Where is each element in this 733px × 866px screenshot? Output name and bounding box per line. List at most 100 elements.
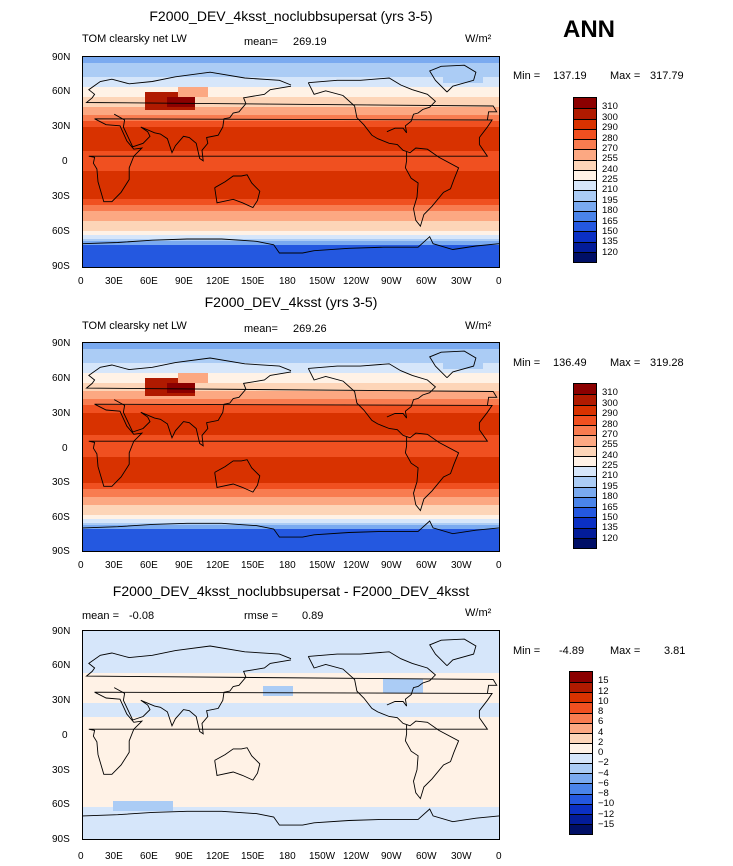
map-band	[83, 147, 499, 150]
coastline	[83, 235, 499, 254]
map-band	[83, 817, 499, 820]
map-band	[83, 465, 499, 468]
colorbar-swatch	[574, 241, 596, 253]
coastline	[85, 71, 498, 121]
panel-2-variable-label: TOM clearsky net LW	[82, 320, 187, 332]
map-band	[83, 407, 499, 410]
panel-2-lat-tick: 30N	[52, 408, 71, 419]
map-band	[83, 231, 499, 234]
map-band	[83, 651, 499, 654]
map-band	[83, 361, 499, 364]
map-band	[83, 417, 499, 420]
colorbar-swatch	[574, 200, 596, 212]
map-band	[83, 165, 499, 168]
map-band	[83, 505, 499, 508]
map-band	[83, 461, 499, 464]
map-band	[83, 347, 499, 350]
map-band	[83, 671, 499, 674]
panel-1-map-svg	[83, 57, 499, 267]
colorbar-swatch	[570, 692, 592, 703]
panel-2-map-svg	[83, 343, 499, 551]
colorbar-swatch	[574, 537, 596, 548]
colorbar-level-label: 225	[602, 460, 618, 471]
colorbar-swatch	[574, 210, 596, 222]
map-band	[83, 773, 499, 776]
colorbar-level-label: −15	[598, 818, 615, 830]
map-band	[83, 715, 499, 718]
map-band	[83, 209, 499, 212]
panel-1-max-value: 317.79	[650, 70, 684, 82]
colorbar-level-label: 120	[602, 532, 618, 544]
panel-3-mean-value: -0.08	[129, 610, 155, 622]
colorbar-swatch	[570, 793, 592, 805]
map-band	[83, 193, 499, 196]
map-band	[83, 663, 499, 666]
colorbar-level-label: 135	[602, 522, 618, 534]
map-band	[83, 149, 499, 152]
colorbar-level-label: 290	[602, 408, 618, 420]
colorbar-level-label: 255	[602, 153, 618, 165]
panel-3-lon-tick: 150E	[241, 851, 265, 862]
panel-2-lat-tick: 90N	[52, 338, 71, 349]
map-band	[83, 233, 499, 236]
panel-3-max-label: Max =	[610, 645, 641, 657]
panel-3-mean-label: mean =	[82, 610, 119, 622]
panel-3-lat-tick: 0	[62, 730, 68, 741]
map-band	[83, 431, 499, 434]
map-band	[83, 169, 499, 172]
map-band	[83, 207, 499, 210]
map-patch	[83, 245, 499, 267]
map-band	[83, 683, 499, 686]
map-band	[83, 769, 499, 772]
map-band	[83, 199, 499, 202]
map-band	[83, 187, 499, 190]
map-patch	[178, 87, 208, 97]
panel-1-lon-tick: 120E	[206, 276, 230, 287]
map-band	[83, 517, 499, 520]
colorbar-level-label: 310	[602, 101, 618, 113]
colorbar-swatch	[574, 425, 596, 436]
panel-1-lat-tick: 30N	[52, 121, 71, 132]
panel-2-min-value: 136.49	[553, 357, 587, 369]
panel-2-min-label: Min =	[513, 357, 541, 369]
map-band	[83, 511, 499, 514]
map-band	[83, 133, 499, 136]
colorbar-swatch	[570, 763, 592, 774]
colorbar-level-label: 165	[602, 501, 618, 513]
map-band	[83, 401, 499, 404]
map-band	[83, 477, 499, 480]
panel-2-colorbar-labels: 310 300 290 280 270 255 240 225 210 195 180 165 150 1…	[602, 383, 642, 549]
map-band	[83, 111, 499, 114]
coastline	[404, 432, 460, 512]
map-band	[83, 491, 499, 494]
colorbar-swatch	[574, 445, 596, 457]
map-band	[83, 409, 499, 412]
map-band	[83, 829, 499, 832]
colorbar-level-label: 180	[602, 491, 618, 503]
panel-1-lon-tick: 60E	[140, 276, 158, 287]
map-band	[83, 809, 499, 812]
colorbar-level-label: 255	[602, 439, 618, 451]
map-band	[83, 513, 499, 516]
map-band	[83, 721, 499, 724]
colorbar-swatch	[570, 682, 592, 693]
map-band	[83, 481, 499, 484]
map-band	[83, 205, 499, 208]
panel-3-lon-tick: 180	[279, 851, 296, 862]
map-band	[83, 701, 499, 704]
map-band	[83, 447, 499, 450]
map-band	[83, 451, 499, 454]
map-band	[83, 719, 499, 722]
map-band	[83, 345, 499, 348]
colorbar-level-label: 195	[602, 480, 618, 492]
map-band	[83, 641, 499, 644]
colorbar-swatch	[574, 394, 596, 405]
panel-2-map	[82, 342, 500, 552]
map-band	[83, 419, 499, 422]
panel-3-rmse-label: rmse =	[244, 610, 278, 622]
map-band	[83, 239, 499, 242]
map-band	[83, 633, 499, 636]
colorbar-swatch	[574, 159, 596, 171]
colorbar-swatch	[574, 180, 596, 191]
map-band	[83, 501, 499, 504]
